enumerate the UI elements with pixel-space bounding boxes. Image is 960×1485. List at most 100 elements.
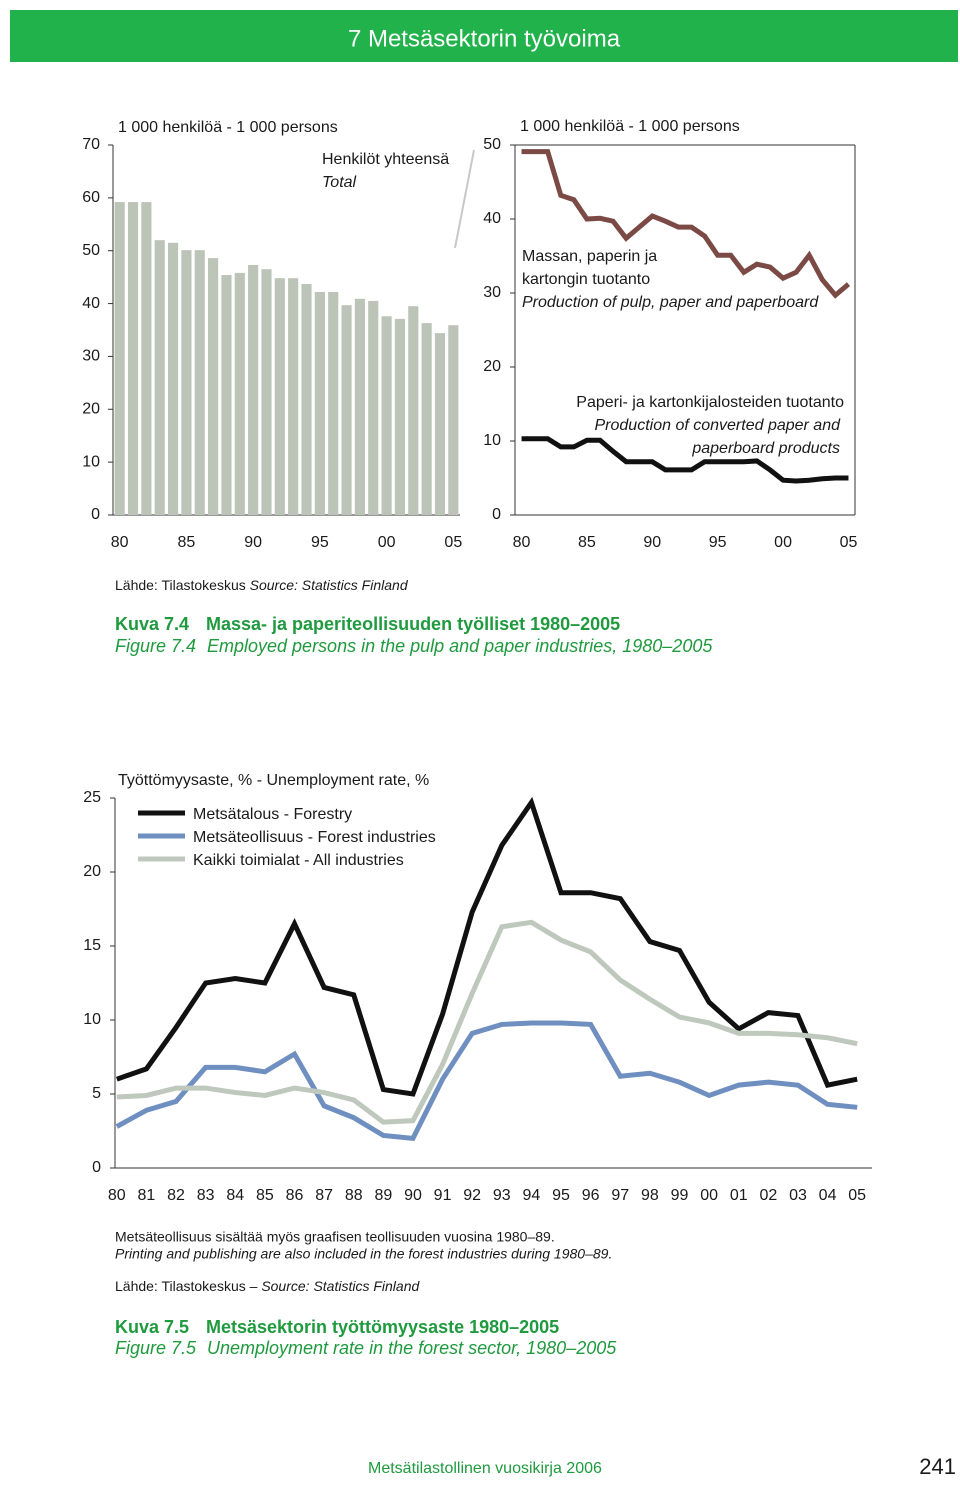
caption-title-en: Unemployment rate in the forest sector, …: [207, 1338, 617, 1358]
x-tick-label: 90: [404, 1187, 422, 1204]
source-fi: Lähde: Tilastokeskus –: [115, 1278, 258, 1294]
header-title: 7 Metsäsektorin työvoima: [348, 25, 621, 52]
x-tick-label: 91: [434, 1187, 452, 1204]
y-tick-label: 50: [82, 242, 100, 259]
source-en: Source: Statistics Finland: [250, 577, 409, 593]
x-tick-label: 00: [378, 534, 396, 551]
series-label-en: paperboard products: [691, 440, 840, 457]
y-tick-label: 0: [91, 506, 100, 523]
bar: [288, 278, 299, 515]
bar: [167, 242, 179, 516]
bar: [274, 278, 285, 515]
x-tick-label: 95: [709, 534, 727, 551]
bar: [328, 291, 339, 515]
caption-title: Massa- ja paperiteollisuuden työlliset 1…: [206, 614, 620, 634]
series-label: kartongin tuotanto: [522, 271, 650, 288]
x-tick-label: 97: [611, 1187, 629, 1204]
x-tick-label: 86: [286, 1187, 304, 1204]
x-tick-label: 04: [819, 1187, 837, 1204]
bar: [141, 202, 152, 516]
x-tick-label: 05: [848, 1187, 866, 1204]
y-tick-label: 60: [82, 189, 100, 206]
series-line: [521, 149, 851, 299]
legend-label: Metsäteollisuus - Forest industries: [193, 829, 436, 846]
x-tick-label: 85: [578, 534, 596, 551]
bar: [194, 250, 205, 515]
y-tick-label: 0: [492, 506, 501, 523]
bar: [208, 258, 219, 515]
bar: [127, 202, 139, 516]
y-tick-label: 20: [82, 401, 100, 418]
bar: [314, 291, 325, 515]
x-tick-label: 89: [374, 1187, 392, 1204]
bar: [368, 300, 379, 515]
y-tick-label: 10: [483, 432, 501, 449]
source: Lähde: Tilastokeskus Source: Statistics …: [115, 577, 409, 593]
y-tick-label: 50: [483, 136, 501, 153]
bar: [181, 250, 192, 515]
bar: [421, 323, 432, 515]
series-line: [521, 436, 849, 484]
y-tick-label: 10: [83, 1011, 101, 1028]
bar: [114, 202, 125, 516]
y-tick-label: 20: [483, 358, 501, 375]
x-tick-label: 96: [582, 1187, 600, 1204]
x-tick-label: 80: [111, 534, 129, 551]
y-tick-label: 15: [83, 937, 101, 954]
bar: [301, 284, 312, 515]
bar: [434, 333, 446, 515]
x-tick-label: 83: [197, 1187, 215, 1204]
x-tick-label: 80: [513, 534, 531, 551]
note-en: Printing and publishing are also include…: [115, 1246, 612, 1262]
caption-title-en: Employed persons in the pulp and paper i…: [207, 636, 713, 656]
y-tick-label: 25: [83, 789, 101, 806]
bar: [248, 264, 259, 515]
caption-label: Kuva 7.4: [115, 614, 189, 634]
x-tick-label: 95: [552, 1187, 570, 1204]
x-tick-label: 93: [493, 1187, 511, 1204]
source-en: Source: Statistics Finland: [261, 1278, 420, 1294]
x-tick-label: 95: [311, 534, 329, 551]
bar: [394, 318, 406, 515]
unit-label: 1 000 henkilöä - 1 000 persons: [118, 119, 338, 136]
y-tick-label: 40: [483, 210, 501, 227]
unit-label: 1 000 henkilöä - 1 000 persons: [520, 118, 740, 135]
connector: [454, 149, 475, 249]
x-tick-label: 05: [840, 534, 858, 551]
y-tick-label: 5: [92, 1085, 101, 1102]
x-tick-label: 87: [315, 1187, 333, 1204]
y-tick-label: 20: [83, 863, 101, 880]
y-tick-label: 70: [82, 136, 100, 153]
x-tick-label: 99: [671, 1187, 689, 1204]
x-tick-label: 90: [643, 534, 661, 551]
y-tick-label: 0: [92, 1159, 101, 1176]
caption-label-en: Figure 7.5: [115, 1338, 197, 1358]
source-fi: Lähde: Tilastokeskus: [115, 577, 246, 593]
x-tick-label: 92: [463, 1187, 481, 1204]
y-tick-label: 30: [82, 348, 100, 365]
caption-title: Metsäsektorin työttömyysaste 1980–2005: [206, 1317, 559, 1337]
x-tick-label: 84: [226, 1187, 244, 1204]
caption-label: Kuva 7.5: [115, 1317, 189, 1337]
x-tick-label: 03: [789, 1187, 807, 1204]
x-tick-label: 82: [167, 1187, 185, 1204]
series-label-en: Production of pulp, paper and paperboard: [522, 294, 819, 311]
y-tick-label: 40: [82, 295, 100, 312]
x-tick-label: 80: [108, 1187, 126, 1204]
bar: [354, 298, 365, 515]
series-line: [115, 1020, 858, 1142]
series-label-en: Production of converted paper and: [595, 417, 842, 434]
x-tick-label: 85: [256, 1187, 274, 1204]
x-tick-label: 02: [759, 1187, 777, 1204]
x-tick-label: 01: [730, 1187, 748, 1204]
x-tick-label: 00: [774, 534, 792, 551]
footer-text: Metsätilastollinen vuosikirja 2006: [368, 1460, 602, 1477]
x-tick-label: 94: [523, 1187, 541, 1204]
x-tick-label: 81: [138, 1187, 156, 1204]
bar: [261, 269, 272, 515]
bar: [341, 305, 352, 515]
chart-title: Työttömyysaste, % - Unemployment rate, %: [118, 772, 429, 789]
bar: [154, 240, 165, 515]
x-tick-label: 98: [641, 1187, 659, 1204]
